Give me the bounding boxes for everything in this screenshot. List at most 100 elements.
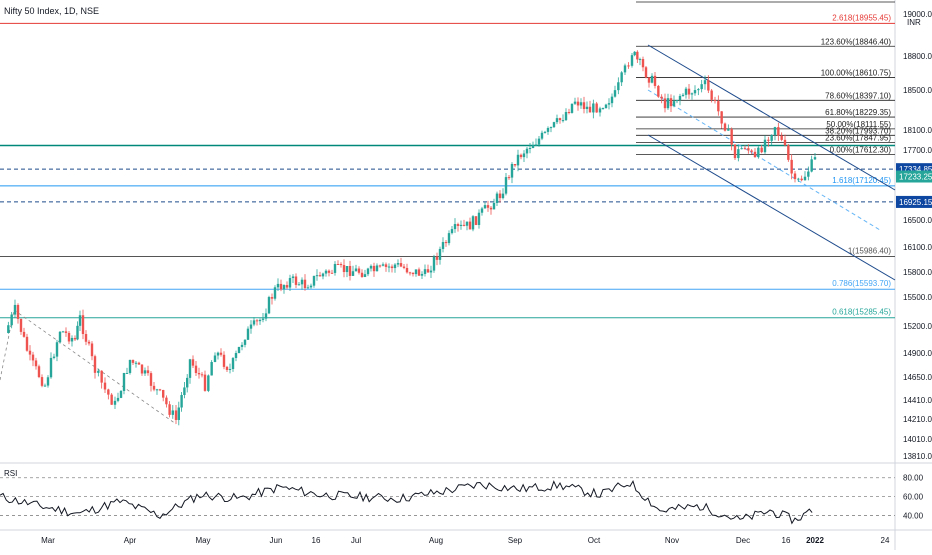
candle-body <box>693 90 697 94</box>
candle-body <box>420 273 424 276</box>
candle-body <box>186 377 189 388</box>
candle-body <box>52 356 56 358</box>
candle-body <box>717 101 720 112</box>
candle-body <box>747 148 750 151</box>
candle-body <box>342 265 346 273</box>
candle-body <box>146 370 150 374</box>
candle-body <box>723 123 727 131</box>
candle-body <box>525 148 529 154</box>
candle-body <box>152 385 156 390</box>
candle-body <box>318 275 322 277</box>
candle-body <box>107 389 110 395</box>
candle-body <box>519 154 523 158</box>
candle-body <box>617 82 620 91</box>
candle-body <box>787 145 790 160</box>
price-tick-label: 18100.00 <box>903 126 932 135</box>
candle-body <box>216 352 220 356</box>
time-tick-label: Nov <box>665 536 679 545</box>
candle-body <box>330 272 334 274</box>
candle-body <box>128 359 132 373</box>
candle-body <box>267 297 271 314</box>
candle-body <box>465 221 469 226</box>
candle-body <box>315 275 319 277</box>
candle-body <box>49 357 53 378</box>
price-tick-label: 14900.00 <box>903 349 932 358</box>
price-tick-label: 17700.00 <box>903 146 932 155</box>
time-tick-label: Jun <box>270 536 283 545</box>
candle-body <box>790 159 793 174</box>
candle-body <box>70 337 74 342</box>
candle-body <box>592 103 595 113</box>
price-badge-bg <box>896 195 932 208</box>
candle-body <box>459 224 463 226</box>
time-tick-label: 2022 <box>806 536 824 545</box>
candle-body <box>180 394 183 408</box>
candle-body <box>681 94 685 96</box>
candle-body <box>155 389 159 391</box>
fib-extension-label: 2.618(18955.45) <box>832 13 891 22</box>
candle-body <box>234 353 238 359</box>
candle-body <box>197 373 201 375</box>
candle-body <box>579 102 583 106</box>
candle-body <box>650 75 654 83</box>
candle-body <box>672 101 676 107</box>
fib-extension-label: 1.618(17120.45) <box>832 176 891 185</box>
candle-body <box>423 269 427 274</box>
candle-body <box>713 99 717 102</box>
candle-body <box>393 264 397 269</box>
candle-body <box>122 372 126 391</box>
candle-body <box>93 356 97 373</box>
candle-body <box>763 139 767 153</box>
price-tick-label: 15500.00 <box>903 293 932 302</box>
candle-body <box>540 132 544 139</box>
candle-body <box>707 80 710 91</box>
candle-body <box>240 344 244 347</box>
candle-body <box>306 287 310 289</box>
candle-body <box>270 297 274 299</box>
candle-body <box>453 224 457 230</box>
candle-body <box>414 269 418 275</box>
candle-body <box>641 59 645 68</box>
time-tick-label: Dec <box>736 536 750 545</box>
rsi-line <box>0 479 813 525</box>
candle-body <box>507 177 511 179</box>
candle-body <box>34 360 38 367</box>
candle-body <box>444 242 448 244</box>
candle-body <box>570 103 574 113</box>
candle-body <box>25 336 29 351</box>
candle-body <box>601 108 605 110</box>
candle-body <box>534 144 538 146</box>
price-badge-bg <box>896 170 932 183</box>
candle-body <box>750 150 753 152</box>
candle-body <box>103 382 107 390</box>
candle-body <box>291 276 295 279</box>
candle-body <box>638 59 642 61</box>
candle-body <box>357 268 361 273</box>
candle-body <box>720 111 723 124</box>
candle-body <box>740 148 743 150</box>
candle-body <box>183 387 186 395</box>
candle-body <box>516 154 520 166</box>
candle-body <box>468 221 472 230</box>
candle-body <box>483 205 487 209</box>
candle-body <box>504 177 508 194</box>
candle-body <box>456 224 460 226</box>
candle-body <box>773 127 777 135</box>
candle-body <box>13 304 17 315</box>
candle-body <box>417 269 421 276</box>
candle-body <box>770 134 773 141</box>
candle-body <box>405 267 409 273</box>
chart-title: Nifty 50 Index, 1D, NSE <box>4 6 100 16</box>
candle-body <box>76 325 79 340</box>
time-tick-label: Sep <box>508 536 523 545</box>
candle-body <box>119 390 123 398</box>
candle-body <box>354 268 358 272</box>
fib-retracement-label: 61.80%(18229.35) <box>825 108 891 117</box>
candle-body <box>495 193 499 203</box>
fib-retracement-label: 100.00%(18610.75) <box>821 68 892 77</box>
candle-body <box>258 319 262 322</box>
candle-body <box>207 375 210 391</box>
candle-body <box>372 265 376 272</box>
